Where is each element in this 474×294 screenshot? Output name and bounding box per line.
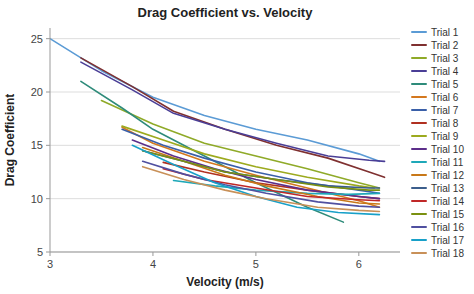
legend-swatch bbox=[412, 187, 426, 189]
plot-area bbox=[50, 39, 385, 222]
legend-swatch bbox=[412, 148, 426, 150]
y-axis-line bbox=[50, 28, 51, 252]
series-line bbox=[163, 162, 379, 198]
x-axis-label: Velocity (m/s) bbox=[186, 275, 263, 289]
y-tick bbox=[46, 198, 50, 199]
x-axis-line bbox=[50, 252, 400, 253]
legend-label: Trial 5 bbox=[431, 79, 459, 90]
legend-label: Trial 2 bbox=[431, 40, 459, 51]
grid bbox=[50, 39, 400, 252]
legend-swatch bbox=[412, 96, 426, 98]
legend-swatch bbox=[412, 200, 426, 202]
grid-line bbox=[50, 145, 400, 146]
series-line bbox=[143, 147, 380, 204]
x-tick-label: 3 bbox=[47, 258, 53, 270]
legend-label: Trial 15 bbox=[431, 209, 464, 220]
series-line bbox=[143, 151, 380, 188]
legend-swatch bbox=[412, 252, 426, 254]
legend-swatch bbox=[412, 122, 426, 124]
y-tick-label: 25 bbox=[31, 33, 43, 45]
series-line bbox=[143, 167, 380, 212]
y-tick bbox=[46, 252, 50, 253]
legend-label: Trial 13 bbox=[431, 183, 464, 194]
series-line bbox=[81, 81, 344, 222]
legend-label: Trial 16 bbox=[431, 222, 464, 233]
legend-swatch bbox=[412, 174, 426, 176]
series-line bbox=[143, 161, 380, 207]
chart-container: Drag Coefficient vs. Velocity 3 4 5 6 5 10 15 20… bbox=[0, 0, 474, 294]
legend-swatch bbox=[412, 83, 426, 85]
legend-swatch bbox=[412, 161, 426, 163]
legend-label: Trial 14 bbox=[431, 196, 464, 207]
legend: Trial 1 Trial 2 Trial 3 Trial 4 Trial 5 Trial… bbox=[412, 27, 464, 259]
x-tick bbox=[358, 252, 359, 256]
legend-label: Trial 6 bbox=[431, 92, 459, 103]
legend-label: Trial 4 bbox=[431, 66, 459, 77]
legend-swatch bbox=[412, 135, 426, 137]
y-tick bbox=[46, 92, 50, 93]
legend-label: Trial 10 bbox=[431, 144, 464, 155]
legend-label: Trial 7 bbox=[431, 105, 459, 116]
x-tick bbox=[50, 252, 51, 256]
legend-swatch bbox=[412, 109, 426, 111]
title: Drag Coefficient vs. Velocity bbox=[138, 5, 314, 20]
y-tick-label: 10 bbox=[31, 193, 43, 205]
y-tick bbox=[46, 145, 50, 146]
legend-label: Trial 9 bbox=[431, 131, 459, 142]
legend-swatch bbox=[412, 57, 426, 59]
legend-label: Trial 8 bbox=[431, 118, 459, 129]
legend-swatch bbox=[412, 213, 426, 215]
x-tick-label: 6 bbox=[356, 258, 362, 270]
x-tick bbox=[255, 252, 256, 256]
series-line bbox=[132, 145, 379, 214]
grid-line bbox=[50, 92, 400, 93]
legend-swatch bbox=[412, 226, 426, 228]
legend-label: Trial 18 bbox=[431, 248, 464, 259]
chart: Drag Coefficient vs. Velocity 3 4 5 6 5 10 15 20… bbox=[0, 0, 474, 294]
legend-label: Trial 12 bbox=[431, 170, 464, 181]
legend-label: Trial 3 bbox=[431, 53, 459, 64]
legend-label: Trial 17 bbox=[431, 235, 464, 246]
x-tick-label: 4 bbox=[150, 258, 156, 270]
legend-swatch bbox=[412, 31, 426, 33]
y-tick bbox=[46, 38, 50, 39]
y-tick-label: 15 bbox=[31, 139, 43, 151]
y-tick-label: 20 bbox=[31, 86, 43, 98]
series-line bbox=[143, 151, 380, 190]
legend-swatch bbox=[412, 70, 426, 72]
series-line bbox=[50, 39, 379, 162]
axes: 3 4 5 6 5 10 15 20 25 bbox=[31, 28, 400, 270]
y-tick-label: 5 bbox=[37, 246, 43, 258]
grid-line bbox=[50, 38, 400, 39]
y-axis-label: Drag Coefficient bbox=[3, 94, 17, 187]
legend-label: Trial 11 bbox=[431, 157, 464, 168]
x-tick-label: 5 bbox=[253, 258, 259, 270]
legend-label: Trial 1 bbox=[431, 27, 459, 38]
series-line bbox=[81, 58, 385, 177]
legend-swatch bbox=[412, 44, 426, 46]
x-tick bbox=[152, 252, 153, 256]
legend-swatch bbox=[412, 239, 426, 241]
grid-line bbox=[50, 252, 400, 253]
series-line bbox=[122, 126, 374, 188]
